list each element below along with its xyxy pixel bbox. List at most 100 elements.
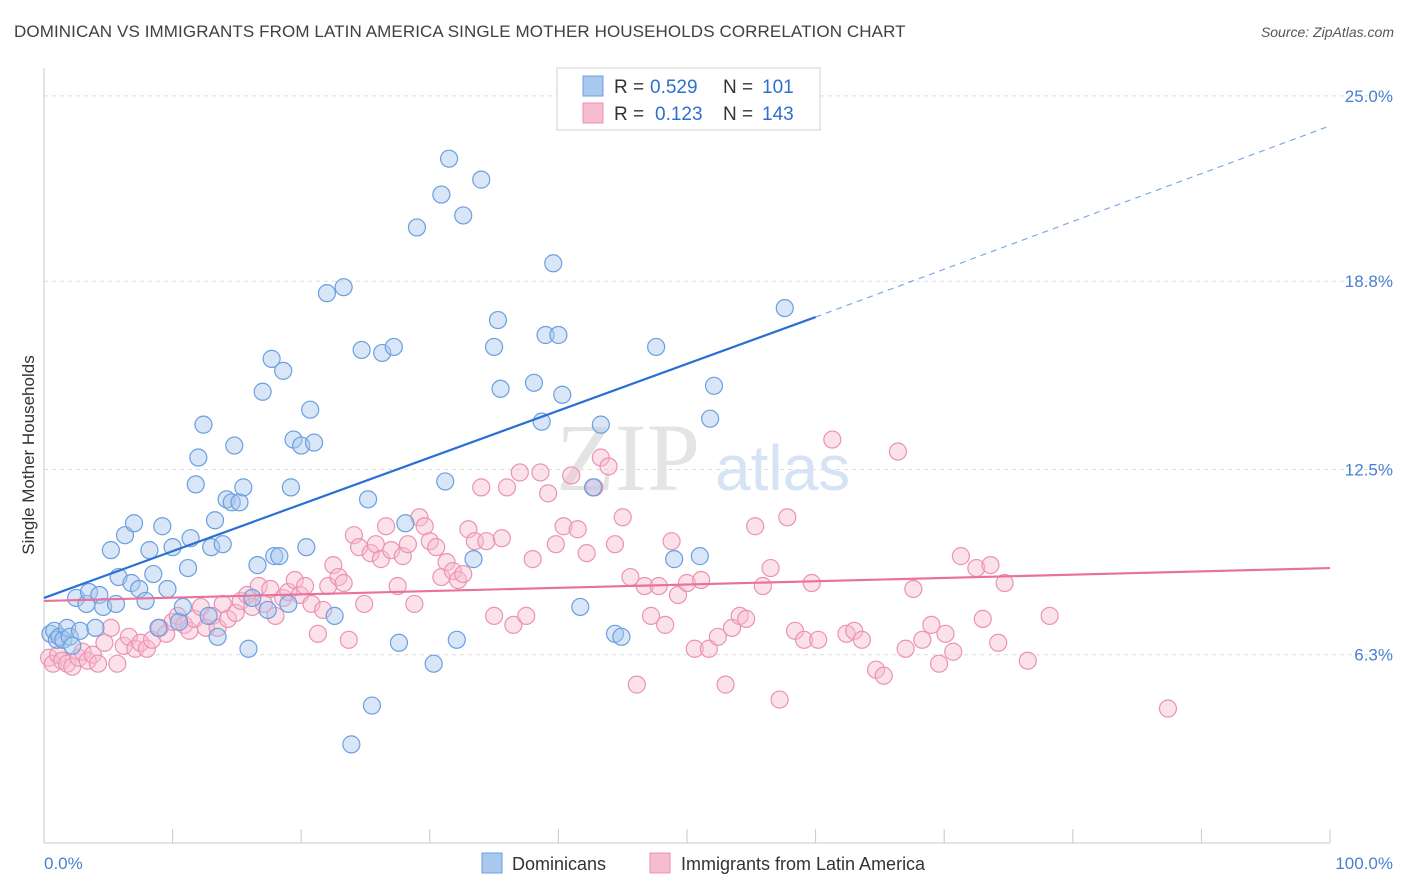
dominican-point [544, 254, 563, 273]
latin-america-point [761, 558, 780, 578]
bottom-legend: Dominicans Immigrants from Latin America [481, 852, 926, 874]
latin-america-point [794, 630, 814, 649]
dominican-point [549, 325, 568, 345]
dominican-point [158, 579, 177, 599]
dominican-point [63, 636, 82, 655]
dominican-point [169, 612, 189, 631]
dominican-point [325, 606, 344, 625]
latin-america-point [605, 535, 625, 554]
dominican-point [317, 284, 337, 303]
legend-n-label-2: N = [723, 104, 753, 125]
dominican-point [553, 385, 572, 404]
dominican-point [464, 550, 483, 569]
latin-america-point [78, 651, 97, 670]
latin-america-point [334, 573, 353, 593]
latin-america-point [913, 630, 932, 649]
latin-america-point [737, 609, 756, 628]
latin-america-point [261, 579, 280, 599]
dominican-point [208, 627, 227, 646]
latin-america-point [295, 576, 315, 596]
latin-america-point [531, 463, 550, 482]
dominican-point [612, 627, 631, 646]
dominican-point [101, 541, 120, 560]
dominican-point [334, 278, 353, 297]
latin-america-point [83, 645, 102, 664]
dominican-point [86, 618, 105, 637]
dominican-point [436, 472, 455, 491]
dominican-point [248, 555, 267, 575]
trend-lines [43, 125, 1331, 603]
dominican-point [297, 538, 316, 557]
dominican-point [70, 621, 90, 640]
latin-america-point [517, 606, 536, 625]
dominican-point [153, 517, 172, 536]
dominicans-trend-extension [815, 125, 1331, 318]
dominican-point [225, 436, 244, 455]
y-tick-label: 12.5% [1345, 460, 1393, 479]
latin-america-point [746, 517, 765, 536]
dominican-point [485, 337, 504, 357]
dominicans-trend-line [43, 316, 816, 599]
latin-america-point [922, 615, 941, 634]
latin-america-point [73, 642, 92, 661]
bottom-legend-latin-america: Immigrants from Latin America [681, 854, 926, 874]
dominican-point [447, 630, 466, 649]
latin-america-point [685, 639, 704, 658]
legend-r-value-2: 0.123 [655, 104, 703, 125]
bottom-legend-swatch-blue [481, 852, 503, 874]
dominican-point [439, 149, 459, 168]
latin-america-point [613, 508, 632, 527]
dominican-point [358, 490, 378, 509]
series-latin-america-points [40, 430, 1178, 718]
latin-america-point [929, 654, 949, 673]
latin-america-point [641, 606, 661, 625]
dominican-point [342, 735, 361, 754]
latin-america-point [951, 547, 971, 566]
chart-title: DOMINICAN VS IMMIGRANTS FROM LATIN AMERI… [14, 22, 906, 41]
latin-america-point [599, 457, 618, 476]
dominican-point [243, 588, 262, 608]
y-tick-labels: 6.3% 12.5% 18.8% 25.0% [1345, 87, 1393, 665]
dominican-point [124, 514, 144, 533]
y-tick-label: 18.8% [1345, 272, 1393, 291]
latin-america-point [88, 654, 108, 673]
latin-america-point [874, 666, 893, 685]
latin-america-point [1040, 606, 1059, 625]
latin-america-point [376, 517, 396, 536]
y-tick-label: 25.0% [1345, 87, 1393, 106]
x-tick-label-max: 100.0% [1335, 854, 1393, 873]
latin-america-point [973, 609, 992, 628]
latin-america-point [382, 541, 401, 560]
dominican-point [281, 478, 301, 497]
latin-america-point [477, 532, 496, 551]
dominican-point [647, 337, 666, 357]
dominican-point [454, 206, 473, 225]
dominican-point [472, 170, 491, 189]
dominican-point [704, 376, 724, 395]
latin-america-point [443, 561, 463, 581]
latin-america-point [995, 573, 1014, 593]
dominican-point [136, 591, 155, 611]
dominican-point [491, 379, 510, 398]
dominican-point [352, 340, 371, 360]
latin-america-point [904, 579, 923, 599]
watermark-atlas: atlas [715, 432, 850, 504]
latin-america-point [101, 618, 120, 637]
dominican-point [189, 448, 208, 467]
latin-america-point [58, 654, 77, 673]
dominican-point [488, 310, 508, 330]
latin-america-point [944, 642, 963, 661]
latin-america-point [546, 535, 565, 554]
latin-america-point [708, 627, 727, 646]
latin-america-point [936, 624, 955, 643]
legend-r-label-1: R = [614, 77, 644, 98]
latin-america-point [405, 594, 424, 614]
dominican-point [213, 535, 232, 554]
dominican-point [536, 325, 555, 345]
legend: R = 0.529 N = 101 R = 0.123 N = 143 [556, 67, 821, 131]
x-tick-label-min: 0.0% [44, 854, 83, 873]
latin-america-point [393, 547, 412, 566]
dominican-point [591, 415, 610, 434]
legend-n-value-2: 143 [762, 104, 794, 125]
latin-america-point [472, 478, 491, 497]
